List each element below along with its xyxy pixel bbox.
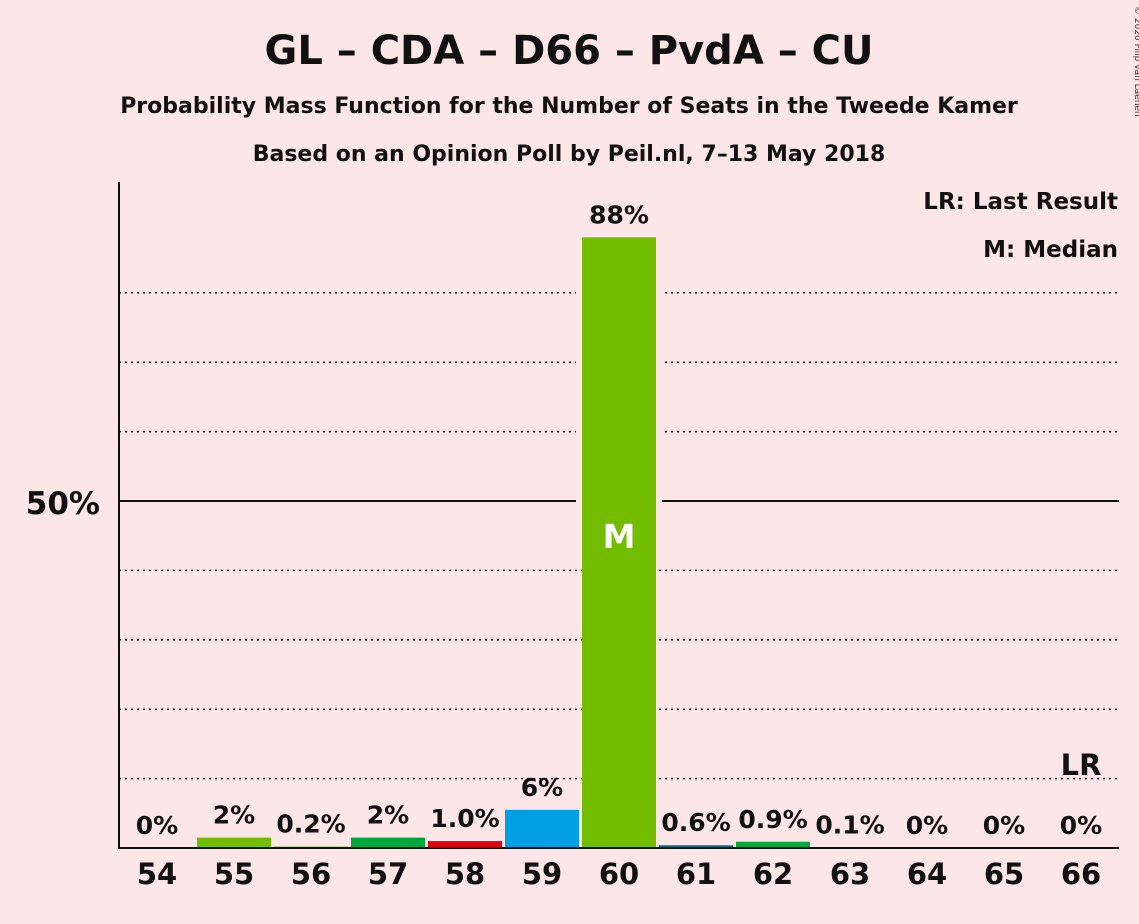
bar-58: [428, 841, 502, 848]
x-tick-label-56: 56: [291, 857, 331, 891]
bar-61: [659, 845, 733, 848]
x-tick-label-54: 54: [137, 857, 177, 891]
x-tick-label-65: 65: [984, 857, 1024, 891]
chart-title: GL – CDA – D66 – PvdA – CU: [265, 28, 874, 74]
x-tick-label-64: 64: [907, 857, 947, 891]
copyright-note: © 2020 Filip van Laenen: [1132, 6, 1139, 117]
y-tick-label-50: 50%: [26, 486, 100, 522]
data-label-64: 0%: [906, 811, 948, 840]
x-tick-label-59: 59: [522, 857, 562, 891]
chart-subtitle: Probability Mass Function for the Number…: [120, 94, 1018, 119]
bar-62: [736, 841, 810, 848]
data-label-59: 6%: [521, 773, 563, 802]
data-label-56: 0.2%: [276, 810, 345, 839]
x-tick-label-63: 63: [830, 857, 870, 891]
data-label-60: 88%: [589, 200, 649, 229]
data-label-62: 0.9%: [738, 805, 807, 834]
x-tick-label-55: 55: [214, 857, 254, 891]
x-tick-label-60: 60: [599, 857, 639, 891]
data-label-66: 0%: [1060, 811, 1102, 840]
chart-subtitle-poll: Based on an Opinion Poll by Peil.nl, 7–1…: [253, 142, 886, 167]
x-tick-label-58: 58: [445, 857, 485, 891]
data-label-54: 0%: [136, 811, 178, 840]
median-marker: M: [603, 517, 636, 556]
x-tick-label-57: 57: [368, 857, 408, 891]
legend-median: M: Median: [983, 237, 1118, 263]
legend-last-result: LR: Last Result: [923, 189, 1118, 215]
bar-55: [197, 837, 271, 848]
x-tick-label-66: 66: [1061, 857, 1101, 891]
data-label-61: 0.6%: [661, 808, 730, 837]
data-label-63: 0.1%: [815, 810, 884, 839]
bar-labels: 0% 2% 0.2% 2% 1.0% 6% 88% M 0.6% 0.9% 0.1% 0% 0% 0% LR: [136, 200, 1102, 840]
bar-59: [505, 809, 579, 848]
bar-60: [582, 237, 656, 848]
x-tick-label-61: 61: [676, 857, 716, 891]
x-axis-ticks: 54 55 56 57 58 59 60 61 62 63 64 65 66: [137, 857, 1101, 891]
last-result-marker: LR: [1061, 748, 1102, 782]
data-label-55: 2%: [213, 801, 255, 830]
data-label-65: 0%: [983, 811, 1025, 840]
x-tick-label-62: 62: [753, 857, 793, 891]
bar-57: [351, 837, 425, 848]
data-label-57: 2%: [367, 801, 409, 830]
data-label-58: 1.0%: [430, 804, 499, 833]
bars: [197, 237, 887, 848]
